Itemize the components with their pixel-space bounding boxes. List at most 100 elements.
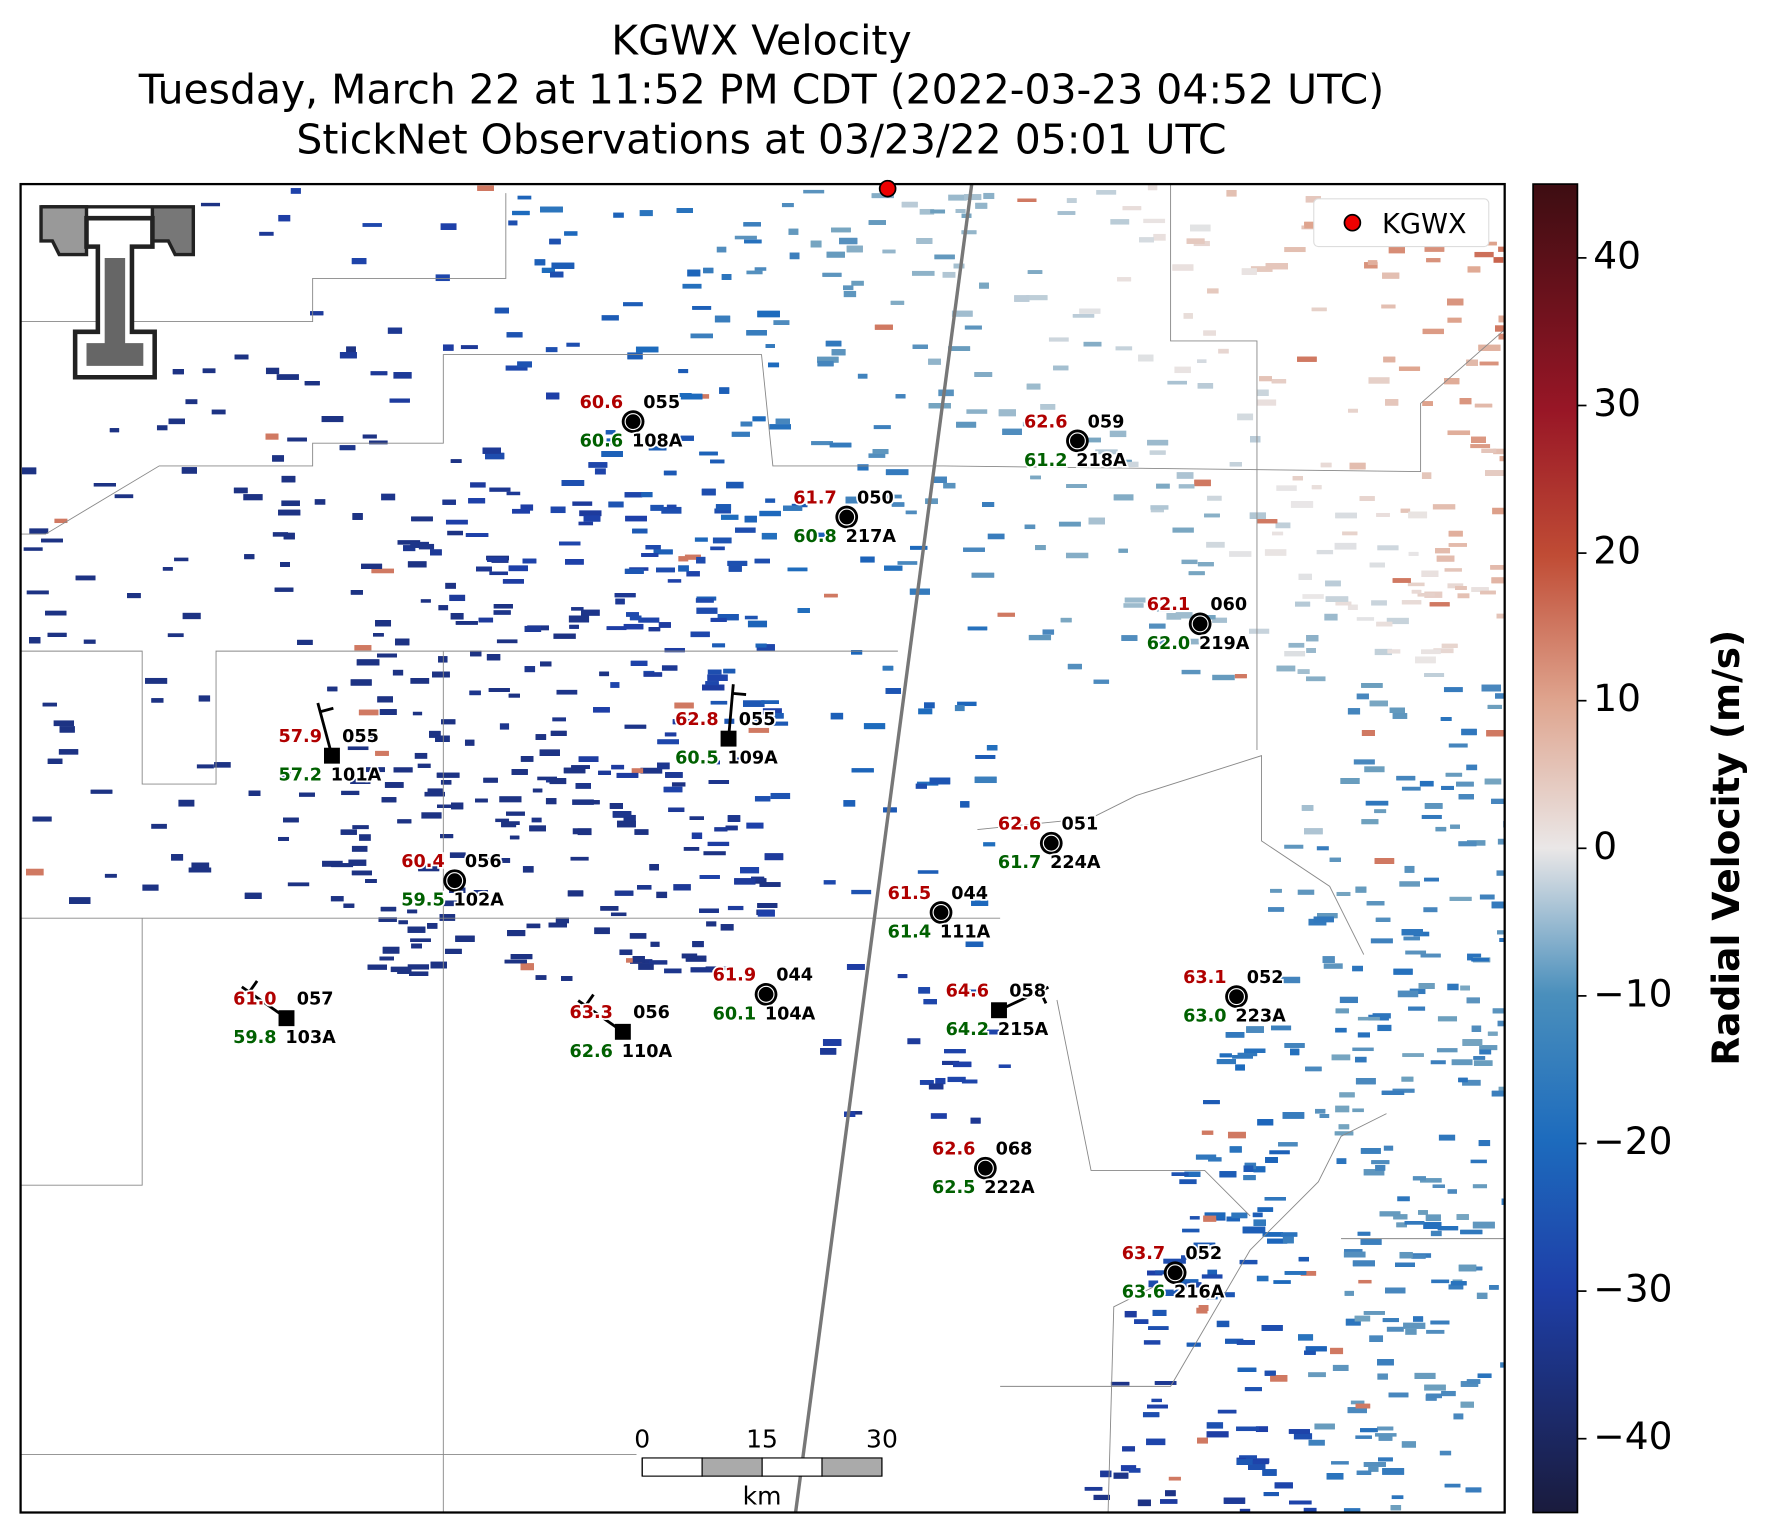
- radar-gate: [1239, 1259, 1258, 1265]
- radar-gate: [281, 475, 296, 483]
- radar-gate: [623, 814, 636, 822]
- radar-gate: [1426, 1393, 1442, 1399]
- radar-gate: [1374, 648, 1392, 656]
- radar-gate: [1148, 1280, 1159, 1288]
- radar-gate: [482, 447, 501, 454]
- radar-gate: [696, 607, 718, 614]
- radar-gate: [872, 449, 889, 455]
- radar-gate: [797, 608, 810, 613]
- radar-gate: [803, 189, 825, 194]
- radar-gate: [1392, 578, 1411, 583]
- radar-gate: [1374, 809, 1387, 814]
- radar-gate: [1160, 1499, 1178, 1504]
- radar-gate: [493, 604, 513, 609]
- radar-gate: [1374, 858, 1395, 864]
- radar-gate: [563, 767, 586, 774]
- radar-gate: [987, 1029, 999, 1035]
- radar-gate: [740, 421, 753, 427]
- radar-gate: [673, 884, 691, 891]
- radar-gate: [1243, 1165, 1254, 1172]
- radar-gate: [678, 393, 692, 397]
- radar-gate: [1335, 601, 1352, 606]
- radar-gate: [198, 695, 211, 702]
- radar-gate: [863, 723, 886, 730]
- radar-gate: [348, 859, 367, 866]
- radar-gate: [1143, 218, 1166, 224]
- radar-gate: [1453, 1413, 1464, 1420]
- radar-gate: [639, 210, 653, 217]
- radar-gate: [731, 431, 750, 437]
- radar-gate: [1282, 1236, 1294, 1244]
- radar-gate: [549, 778, 567, 785]
- temperature-label: 63.7: [1122, 1244, 1165, 1264]
- radar-gate: [1320, 462, 1332, 468]
- radar-gate: [682, 283, 702, 289]
- radar-gate: [1451, 1059, 1473, 1066]
- radar-gate: [1364, 766, 1385, 773]
- radar-gate: [1284, 1271, 1307, 1275]
- radar-gate: [971, 900, 989, 906]
- radar-gate: [1030, 475, 1041, 480]
- radar-gate: [1369, 700, 1388, 707]
- radar-gate: [986, 745, 998, 751]
- radar-gate: [370, 371, 388, 376]
- radar-gate: [1377, 1359, 1394, 1366]
- station-code: 068: [996, 1140, 1033, 1160]
- radar-gate: [29, 637, 41, 644]
- radar-gate: [1118, 548, 1128, 553]
- radar-gate: [825, 340, 842, 347]
- station-code: 057: [297, 990, 334, 1010]
- radar-gate: [1314, 1423, 1335, 1430]
- station-id: 218A: [1076, 451, 1127, 471]
- radar-gate: [1396, 775, 1416, 781]
- station-marker: [991, 1002, 1007, 1019]
- radar-gate: [781, 202, 794, 208]
- radar-gate: [442, 344, 454, 351]
- radar-gate: [529, 825, 546, 832]
- radar-gate: [1360, 1238, 1382, 1245]
- radar-gate: [561, 480, 585, 486]
- radar-gate: [1349, 462, 1366, 470]
- radar-gate: [608, 501, 624, 508]
- radar-gate: [690, 967, 713, 973]
- radar-gate: [1262, 1469, 1277, 1476]
- radar-gate: [1461, 728, 1477, 736]
- radar-gate: [1188, 571, 1205, 576]
- radar-gate: [1401, 786, 1421, 791]
- dewpoint-label: 60.1: [713, 1004, 756, 1024]
- radar-gate: [549, 238, 561, 245]
- radar-gate: [489, 571, 508, 576]
- radar-gate: [735, 527, 756, 533]
- radar-gate: [948, 346, 971, 351]
- radar-gate: [351, 870, 372, 876]
- radar-gate: [1066, 198, 1077, 204]
- radar-gate: [1197, 383, 1214, 389]
- radar-gate: [473, 890, 488, 894]
- radar-gate: [1356, 1470, 1372, 1475]
- radar-gate: [477, 185, 494, 191]
- radar-gate: [75, 575, 96, 581]
- radar-gate: [1433, 648, 1454, 654]
- radar-gate: [657, 762, 670, 770]
- radar-gate: [162, 567, 173, 571]
- radar-gate: [1504, 1364, 1505, 1371]
- radar-gate: [1388, 1392, 1409, 1398]
- scale-tick-label: 30: [866, 1425, 898, 1454]
- radar-gate: [1181, 1255, 1203, 1260]
- radar-gate: [151, 823, 167, 829]
- radar-gate: [857, 373, 868, 379]
- radar-gate: [1504, 411, 1505, 419]
- radar-gate: [1411, 1254, 1426, 1259]
- radar-gate: [640, 767, 663, 774]
- radar-gate: [509, 835, 520, 840]
- radar-gate: [1147, 1404, 1168, 1409]
- radar-gate: [1385, 399, 1399, 406]
- radar-gate: [1150, 507, 1164, 513]
- radar-gate: [1393, 968, 1413, 975]
- radar-gate: [583, 515, 601, 522]
- radar-gate: [820, 1048, 837, 1055]
- radar-gate: [211, 409, 226, 415]
- station-ring: [1191, 615, 1209, 633]
- radar-gate: [757, 310, 780, 318]
- radar-gate: [502, 579, 524, 584]
